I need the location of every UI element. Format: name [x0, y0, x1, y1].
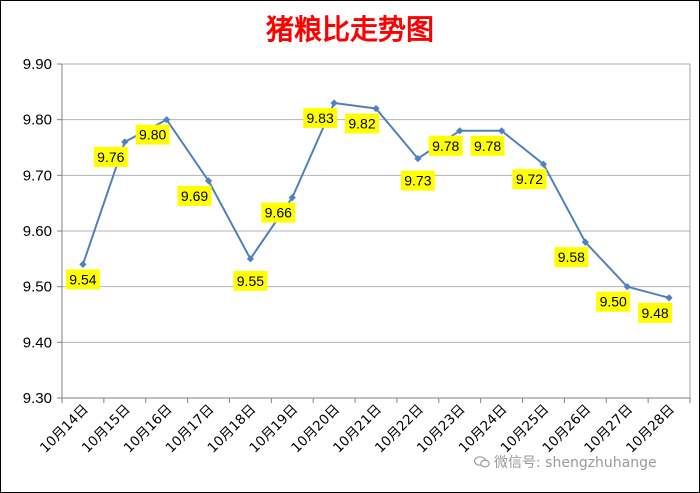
data-point [581, 238, 589, 246]
data-label-box [512, 169, 547, 190]
y-tick-label: 9.60 [23, 223, 52, 240]
data-label-text: 9.73 [404, 173, 431, 189]
data-label-box [93, 146, 128, 167]
data-label-text: 9.55 [237, 273, 264, 289]
data-label-text: 9.50 [600, 294, 627, 310]
data-point [330, 99, 338, 107]
data-label-text: 9.76 [97, 149, 124, 165]
data-label: 9.66 [261, 202, 296, 223]
data-label-box [233, 270, 268, 291]
data-label: 9.73 [400, 170, 435, 191]
data-label: 9.83 [303, 107, 338, 128]
data-point [163, 116, 171, 124]
data-label: 9.55 [233, 270, 268, 291]
data-label-box [261, 202, 296, 223]
data-label-text: 9.58 [558, 249, 585, 265]
data-label-layer: 9.54 9.76 9.80 9.69 9.55 9.66 9.83 9.82 9.73 9.78… [65, 107, 673, 323]
data-label-box [400, 170, 435, 191]
watermark: 微信号: shengzhuhange [474, 452, 657, 472]
wechat-icon [474, 456, 490, 468]
data-point [121, 138, 129, 146]
series-layer [79, 99, 673, 302]
data-point [204, 177, 213, 185]
y-tick-label: 9.70 [23, 167, 52, 184]
y-tick-label: 9.50 [23, 279, 52, 296]
data-label-box [303, 107, 338, 128]
y-tick-label: 9.30 [23, 390, 52, 407]
y-tick-label: 9.40 [23, 334, 52, 351]
chart-title: 猪粮比走势图 [265, 13, 434, 46]
data-label-text: 9.83 [307, 110, 334, 126]
data-label: 9.69 [177, 185, 212, 206]
data-label-text: 9.69 [181, 188, 208, 204]
data-label-box [596, 291, 631, 312]
data-label: 9.80 [135, 124, 170, 145]
data-point [79, 260, 87, 268]
data-label: 9.82 [345, 113, 379, 134]
data-label: 9.72 [512, 169, 547, 190]
y-tick-label: 9.80 [23, 112, 52, 129]
data-point [288, 194, 296, 202]
data-point [414, 155, 422, 163]
data-label: 9.78 [428, 135, 463, 156]
data-label-box [177, 185, 212, 206]
data-label: 9.76 [93, 146, 128, 167]
data-label-text: 9.54 [69, 271, 96, 287]
data-point [498, 127, 506, 135]
data-label-text: 9.48 [641, 305, 668, 321]
data-point [246, 255, 254, 263]
data-label: 9.58 [554, 247, 589, 268]
data-label-text: 9.72 [516, 171, 543, 187]
data-point [456, 127, 464, 135]
data-point [665, 294, 673, 302]
data-label-text: 9.80 [139, 127, 166, 143]
y-tick-label: 9.90 [23, 56, 52, 73]
data-label-text: 9.78 [432, 138, 459, 154]
data-label-text: 9.66 [265, 205, 292, 221]
data-label-box [638, 302, 673, 323]
data-label-box [554, 247, 589, 268]
data-label: 9.50 [596, 291, 631, 312]
data-label: 9.48 [638, 302, 673, 323]
data-label: 9.54 [65, 269, 100, 290]
data-label-box [345, 113, 379, 134]
data-label-box [470, 135, 505, 156]
watermark-text: 微信号: shengzhuhange [494, 455, 657, 471]
data-point [539, 160, 548, 168]
data-label-box [135, 124, 170, 145]
data-label-box [65, 269, 100, 290]
data-point [372, 104, 380, 113]
data-label: 9.78 [470, 135, 505, 156]
data-label-text: 9.78 [474, 138, 501, 154]
data-label-box [428, 135, 463, 156]
data-label-text: 9.82 [348, 116, 375, 132]
data-point [623, 283, 631, 291]
